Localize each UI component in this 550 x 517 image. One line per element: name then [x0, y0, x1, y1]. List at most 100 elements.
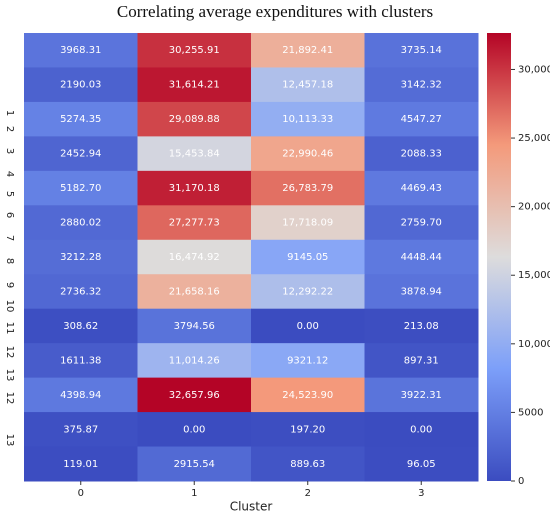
heatmap-cell: [137, 446, 252, 482]
heatmap-cell: [137, 205, 252, 241]
heatmap-cell: [24, 446, 138, 482]
y-tick-label: 11: [4, 322, 15, 335]
cell-label: 2759.70: [401, 218, 442, 229]
heatmap-cell: [251, 308, 365, 344]
cell-label: 1611.38: [60, 355, 101, 366]
heatmap-cell: [137, 239, 252, 275]
cell-label: 21,658.16: [169, 286, 220, 297]
cell-label: 2880.02: [60, 218, 101, 229]
cell-label: 2190.03: [60, 80, 101, 91]
heatmap-cell: [24, 274, 138, 310]
x-tick-label: 0: [78, 488, 84, 499]
cell-label: 3968.31: [60, 45, 101, 56]
cell-label: 375.87: [63, 424, 98, 435]
cell-label: 2915.54: [174, 459, 215, 470]
y-tick-label: 4: [4, 171, 15, 177]
heatmap-cell: [364, 308, 479, 344]
cell-label: 119.01: [63, 459, 98, 470]
y-tick-label: 13: [4, 434, 15, 447]
cell-label: 897.31: [404, 355, 439, 366]
y-tick-label: 3: [4, 148, 15, 154]
cell-label: 24,523.90: [282, 390, 333, 401]
y-tick-label: 7: [4, 235, 15, 241]
colorbar-tick-label: 15,000: [518, 270, 550, 281]
cell-label: 96.05: [407, 459, 436, 470]
cell-label: 3794.56: [174, 321, 215, 332]
colorbar-tick-label: 5000: [518, 407, 543, 418]
heatmap-cell: [251, 33, 365, 68]
cell-label: 4448.44: [401, 252, 442, 263]
x-tick-label: 1: [191, 488, 197, 499]
cell-label: 16,474.92: [169, 252, 220, 263]
cell-label: 4398.94: [60, 390, 101, 401]
cell-label: 308.62: [63, 321, 98, 332]
heatmap-cell: [364, 239, 479, 275]
y-tick-label: 10: [4, 300, 15, 313]
heatmap-cell: [251, 239, 365, 275]
cell-label: 0.00: [183, 424, 205, 435]
cell-label: 29,089.88: [169, 114, 220, 125]
x-tick-label: 2: [305, 488, 311, 499]
x-axis-label: Cluster: [230, 500, 273, 514]
cell-label: 3735.14: [401, 45, 442, 56]
cell-label: 15,453.84: [169, 149, 220, 160]
cell-label: 3212.28: [60, 252, 101, 263]
cell-label: 197.20: [290, 424, 325, 435]
heatmap-cell: [251, 446, 365, 482]
cell-label: 21,892.41: [282, 45, 333, 56]
colorbar-tick-label: 20,000: [518, 202, 550, 213]
cell-label: 31,614.21: [169, 80, 220, 91]
colorbar: [487, 33, 511, 481]
heatmap-cell: [137, 136, 252, 172]
cell-label: 889.63: [290, 459, 325, 470]
heatmap-cell: [364, 274, 479, 310]
cell-label: 9321.12: [287, 355, 328, 366]
heatmap-cell: [364, 377, 479, 413]
heatmap-cell: [251, 170, 365, 206]
heatmap-cell: [364, 446, 479, 482]
colorbar-tick-label: 30,000: [518, 64, 550, 75]
cell-label: 2736.32: [60, 286, 101, 297]
heatmap-cell: [24, 343, 138, 379]
cell-label: 2452.94: [60, 149, 101, 160]
heatmap-cell: [137, 412, 252, 448]
y-tick-label: 1: [4, 110, 15, 116]
cell-label: 22,990.46: [282, 149, 333, 160]
heatmap-cell: [24, 239, 138, 275]
cell-label: 12,292.22: [282, 286, 333, 297]
y-tick-label: 12: [4, 346, 15, 359]
cell-label: 0.00: [410, 424, 432, 435]
heatmap-cell: [24, 412, 138, 448]
cell-label: 2088.33: [401, 149, 442, 160]
cell-label: 30,255.91: [169, 45, 220, 56]
heatmap-cell: [364, 33, 479, 68]
y-tick-label: 8: [4, 258, 15, 264]
heatmap-cell: [251, 101, 365, 137]
colorbar-tick-label: 10,000: [518, 339, 550, 350]
heatmap-cell: [137, 377, 252, 413]
heatmap-cell: [137, 274, 252, 310]
cell-label: 5274.35: [60, 114, 101, 125]
y-tick-label: 5: [4, 191, 15, 197]
heatmap-cell: [251, 377, 365, 413]
heatmap-cell: [24, 33, 138, 68]
heatmap-cell: [137, 308, 252, 344]
heatmap-cell: [364, 343, 479, 379]
heatmap-cell: [24, 136, 138, 172]
heatmap-cell: [137, 101, 252, 137]
heatmap-cell: [364, 101, 479, 137]
heatmap-cell: [24, 67, 138, 103]
x-tick-label: 3: [418, 488, 424, 499]
heatmap-cell: [364, 412, 479, 448]
cell-label: 27,277.73: [169, 218, 220, 229]
heatmap-cell: [251, 205, 365, 241]
cell-label: 3878.94: [401, 286, 442, 297]
cell-label: 4547.27: [401, 114, 442, 125]
y-tick-label: 13: [4, 369, 15, 382]
cell-label: 32,657.96: [169, 390, 220, 401]
heatmap-cell: [251, 412, 365, 448]
cell-label: 3142.32: [401, 80, 442, 91]
cell-label: 12,457.18: [282, 80, 333, 91]
cell-label: 3922.31: [401, 390, 442, 401]
